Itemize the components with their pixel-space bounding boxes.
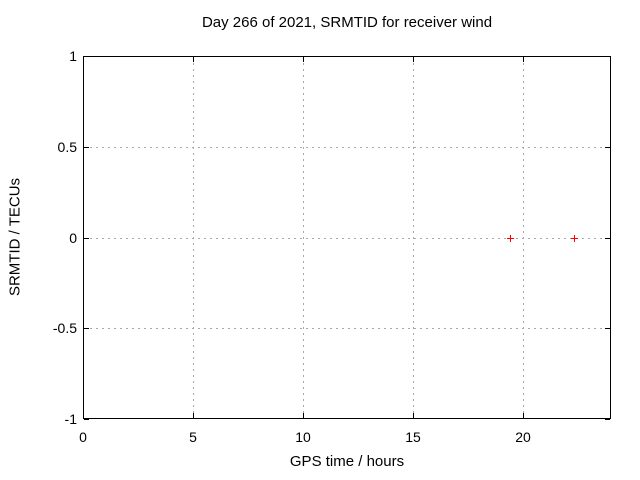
gridline-horizontal xyxy=(84,237,610,239)
y-tick-mark xyxy=(84,56,89,57)
y-tick-label: 1 xyxy=(69,48,77,64)
y-tick-mark xyxy=(84,328,89,330)
x-tick-mark xyxy=(303,413,304,418)
x-tick-mark xyxy=(303,57,304,62)
x-tick-label: 0 xyxy=(79,429,87,445)
chart-title: Day 266 of 2021, SRMTID for receiver win… xyxy=(201,14,493,31)
y-tick-mark xyxy=(605,56,610,57)
x-tick-label: 5 xyxy=(189,429,197,445)
plus-marker-bar xyxy=(573,234,575,242)
x-tick-mark xyxy=(413,57,414,62)
y-tick-mark xyxy=(605,146,610,148)
x-tick-label: 20 xyxy=(515,429,531,445)
data-point-marker xyxy=(506,234,514,242)
data-point-marker xyxy=(570,234,578,242)
gridline-horizontal xyxy=(84,146,610,148)
x-tick-mark xyxy=(523,413,524,418)
x-tick-mark xyxy=(413,413,414,418)
y-tick-label: 0.5 xyxy=(57,138,77,155)
y-tick-mark xyxy=(605,328,610,330)
y-tick-label: 0 xyxy=(69,229,77,246)
y-tick-label: -1 xyxy=(64,411,77,427)
y-tick-mark xyxy=(84,419,89,420)
gridline-horizontal xyxy=(84,328,610,330)
x-tick-label: 10 xyxy=(295,429,311,445)
x-tick-mark xyxy=(83,413,84,418)
y-tick-label: -0.5 xyxy=(52,320,77,337)
x-axis-label: GPS time / hours xyxy=(289,453,405,470)
y-tick-mark xyxy=(84,237,89,239)
y-tick-mark xyxy=(605,237,610,239)
x-tick-mark xyxy=(193,413,194,418)
x-tick-mark xyxy=(193,57,194,62)
x-tick-label: 15 xyxy=(405,429,421,445)
x-tick-mark xyxy=(83,57,84,62)
y-tick-mark xyxy=(84,146,89,148)
plot-area xyxy=(83,56,611,419)
plus-marker-bar xyxy=(509,234,511,242)
y-tick-mark xyxy=(605,419,610,420)
x-tick-mark xyxy=(523,57,524,62)
